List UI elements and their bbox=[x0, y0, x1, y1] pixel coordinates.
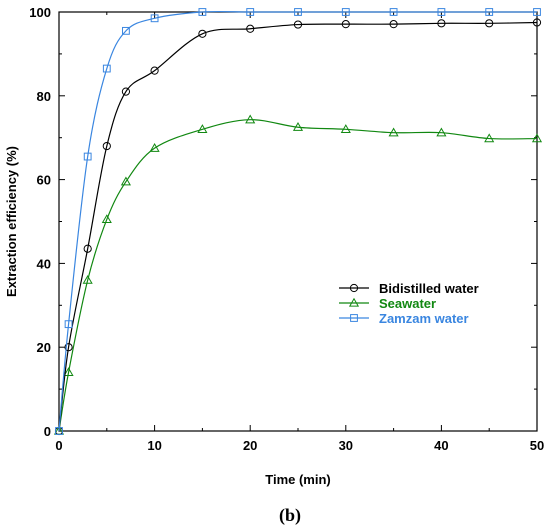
series-line-bidistilled-water bbox=[58, 21, 538, 432]
y-tick-label: 40 bbox=[37, 256, 51, 271]
series-layer bbox=[53, 8, 543, 436]
data-point-bidistilled-water bbox=[150, 66, 159, 75]
data-point-seawater bbox=[340, 124, 351, 133]
y-tick-label: 100 bbox=[29, 5, 51, 20]
plot-area: 0 10 20 30 40 50 0 20 40 60 80 100 bbox=[29, 5, 544, 453]
y-axis-ticks: 0 20 40 60 80 100 bbox=[29, 5, 537, 439]
legend: Bidistilled water Seawater Zamzam water bbox=[339, 281, 479, 326]
legend-item-zamzam-water: Zamzam water bbox=[339, 311, 469, 326]
panel-label: (b) bbox=[279, 505, 301, 526]
data-point-bidistilled-water bbox=[121, 87, 131, 96]
data-point-zamzam-water bbox=[246, 8, 255, 16]
x-tick-label: 50 bbox=[530, 438, 544, 453]
data-point-seawater bbox=[63, 367, 74, 376]
data-point-seawater bbox=[484, 133, 495, 143]
legend-marker bbox=[349, 283, 359, 293]
legend-label-seawater: Seawater bbox=[379, 296, 436, 311]
plot-frame bbox=[58, 11, 538, 432]
data-point-zamzam-water bbox=[55, 427, 63, 435]
data-point-zamzam-water bbox=[102, 64, 111, 73]
data-point-zamzam-water bbox=[198, 8, 207, 16]
data-point-bidistilled-water bbox=[293, 20, 303, 29]
legend-marker bbox=[350, 314, 358, 322]
legend-marker-shape bbox=[350, 314, 358, 322]
data-point-seawater bbox=[531, 133, 543, 143]
data-point-zamzam-water bbox=[64, 320, 73, 329]
legend-marker-shape bbox=[348, 297, 360, 307]
y-tick-label: 80 bbox=[37, 89, 51, 104]
series-bidistilled-water bbox=[54, 18, 542, 436]
data-point-zamzam-water bbox=[533, 8, 541, 16]
series-line-zamzam-water bbox=[58, 10, 537, 432]
data-point-seawater bbox=[197, 124, 208, 133]
x-tick-label: 30 bbox=[339, 438, 353, 453]
data-point-seawater bbox=[436, 127, 447, 137]
y-axis-title: Extraction efficiency (%) bbox=[4, 146, 19, 297]
data-point-bidistilled-water bbox=[389, 20, 398, 29]
data-point-zamzam-water bbox=[150, 14, 159, 23]
y-tick-label: 20 bbox=[37, 340, 51, 355]
data-point-seawater bbox=[120, 176, 131, 186]
data-point-zamzam-water bbox=[294, 8, 302, 16]
legend-marker-shape bbox=[349, 283, 359, 293]
legend-marker bbox=[348, 297, 360, 307]
x-tick-label: 10 bbox=[147, 438, 161, 453]
data-point-bidistilled-water bbox=[198, 29, 207, 38]
legend-item-seawater: Seawater bbox=[339, 296, 436, 311]
x-axis-ticks: 0 10 20 30 40 50 bbox=[55, 12, 544, 453]
data-point-bidistilled-water bbox=[83, 244, 92, 253]
data-point-seawater bbox=[245, 114, 256, 124]
data-point-bidistilled-water bbox=[341, 20, 350, 29]
series-seawater bbox=[53, 114, 543, 435]
series-zamzam-water bbox=[55, 8, 541, 435]
y-tick-label: 0 bbox=[44, 424, 51, 439]
data-point-seawater bbox=[82, 274, 93, 284]
data-point-zamzam-water bbox=[341, 8, 350, 16]
legend-label-bidistilled-water: Bidistilled water bbox=[379, 281, 479, 296]
data-point-zamzam-water bbox=[122, 26, 130, 35]
data-point-bidistilled-water bbox=[246, 24, 255, 33]
legend-label-zamzam-water: Zamzam water bbox=[379, 311, 469, 326]
data-point-zamzam-water bbox=[389, 8, 398, 16]
data-point-bidistilled-water bbox=[102, 141, 111, 151]
data-point-zamzam-water bbox=[437, 8, 446, 16]
data-point-seawater bbox=[149, 142, 160, 152]
data-point-seawater bbox=[101, 214, 112, 224]
x-axis-title: Time (min) bbox=[265, 472, 331, 487]
x-tick-label: 0 bbox=[55, 438, 62, 453]
data-point-bidistilled-water bbox=[532, 18, 542, 27]
data-point-bidistilled-water bbox=[437, 19, 446, 28]
data-point-seawater bbox=[388, 127, 399, 137]
legend-item-bidistilled-water: Bidistilled water bbox=[339, 281, 479, 296]
series-line-seawater bbox=[58, 119, 538, 432]
data-point-bidistilled-water bbox=[485, 19, 494, 28]
x-tick-label: 20 bbox=[243, 438, 257, 453]
data-point-seawater bbox=[292, 122, 304, 131]
data-point-zamzam-water bbox=[83, 152, 92, 161]
x-tick-label: 40 bbox=[434, 438, 448, 453]
data-point-zamzam-water bbox=[485, 8, 494, 16]
y-tick-label: 60 bbox=[37, 173, 51, 188]
data-point-bidistilled-water bbox=[64, 343, 73, 352]
